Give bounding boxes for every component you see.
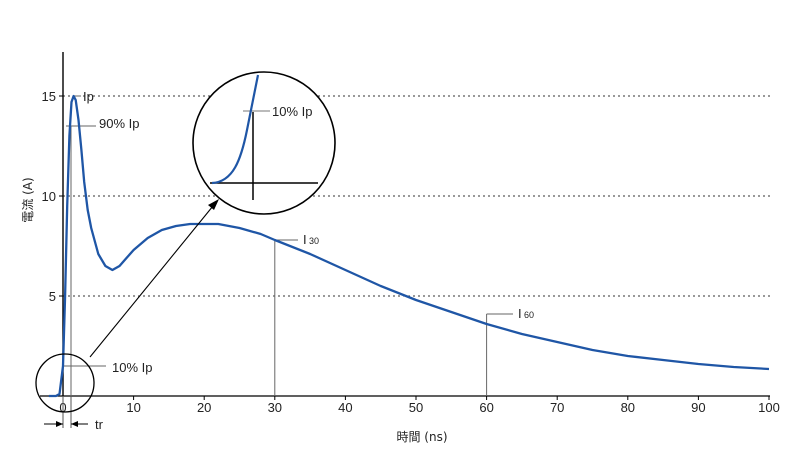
x-tick-label: 40	[338, 400, 352, 415]
rise-time-marker: tr	[44, 396, 104, 432]
ninety-percent-ip-label: 90% Ip	[99, 116, 139, 131]
i30-label: I 30	[303, 232, 319, 247]
x-ticks: 0102030405060708090100	[59, 396, 780, 415]
svg-text:I: I	[303, 232, 307, 247]
inset-ten-percent-label: 10% Ip	[272, 104, 312, 119]
inset-curve	[211, 74, 260, 185]
x-axis-title: 時間 (ns)	[396, 430, 447, 444]
x-tick-label: 100	[758, 400, 780, 415]
x-tick-label: 50	[409, 400, 423, 415]
svg-text:I: I	[518, 306, 522, 321]
x-tick-label: 70	[550, 400, 564, 415]
x-tick-label: 60	[479, 400, 493, 415]
y-ticks: 5 10 15	[42, 89, 63, 304]
x-tick-label: 80	[621, 400, 635, 415]
i60-label: I 60	[518, 306, 534, 321]
magnify-arrow	[89, 199, 219, 358]
detail-circle-small	[35, 353, 95, 413]
svg-text:30: 30	[309, 236, 319, 246]
ten-percent-ip-label: 10% Ip	[112, 360, 152, 375]
current-series-line	[48, 94, 770, 398]
svg-text:60: 60	[524, 310, 534, 320]
x-tick-label: 10	[126, 400, 140, 415]
gridlines	[63, 95, 770, 297]
x-tick-label: 30	[268, 400, 282, 415]
x-tick-label: 20	[197, 400, 211, 415]
y-tick-label: 5	[49, 289, 56, 304]
x-tick-label: 90	[691, 400, 705, 415]
tr-label: tr	[95, 417, 104, 432]
y-tick-label: 15	[42, 89, 56, 104]
magnified-inset: 10% Ip	[192, 71, 336, 215]
y-tick-label: 10	[42, 189, 56, 204]
ip-label: Ip	[83, 89, 94, 104]
y-axis-title: 電流 (A)	[21, 177, 35, 222]
